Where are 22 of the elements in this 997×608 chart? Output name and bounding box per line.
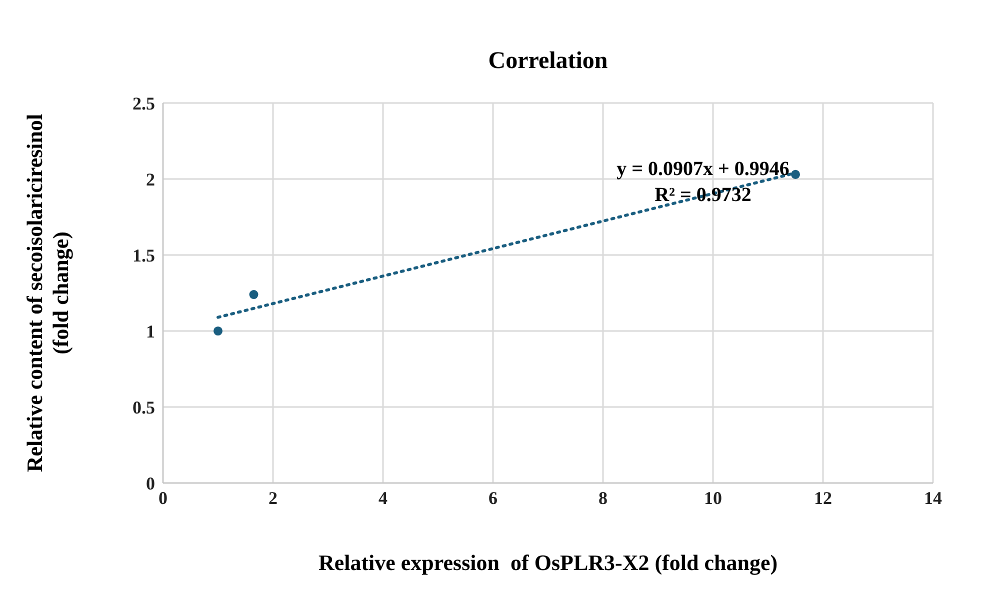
y-tick-label: 0 bbox=[146, 473, 155, 494]
chart-title: Correlation bbox=[487, 48, 609, 75]
x-tick-label: 2 bbox=[268, 488, 278, 508]
x-tick-label: 8 bbox=[598, 488, 608, 508]
y-axis-title: Relative content of secoisolariciresinol (fold change) bbox=[22, 112, 74, 474]
annotation: y = 0.0907x + 0.9946 bbox=[616, 157, 790, 182]
point bbox=[213, 326, 223, 336]
x-tick-label: 10 bbox=[704, 488, 722, 508]
x-axis-title: Relative expression of OsPLR3-X2 (fold change) bbox=[317, 550, 779, 576]
y-tick-label: 2.5 bbox=[132, 93, 155, 114]
y-tick-label: 2 bbox=[146, 169, 155, 190]
point bbox=[249, 290, 258, 300]
y-tick-label: 0.5 bbox=[132, 397, 155, 418]
x-tick-label: 6 bbox=[488, 488, 498, 508]
x-tick-label: 0 bbox=[158, 488, 168, 508]
point bbox=[790, 170, 800, 179]
y-tick-label: 1.5 bbox=[132, 245, 155, 266]
annotation: R² = 0.9732 bbox=[654, 183, 752, 208]
y-tick-label: 1 bbox=[146, 321, 155, 342]
x-tick-label: 4 bbox=[378, 488, 388, 508]
x-tick-label: 12 bbox=[814, 488, 832, 508]
x-tick-label: 14 bbox=[924, 488, 942, 508]
